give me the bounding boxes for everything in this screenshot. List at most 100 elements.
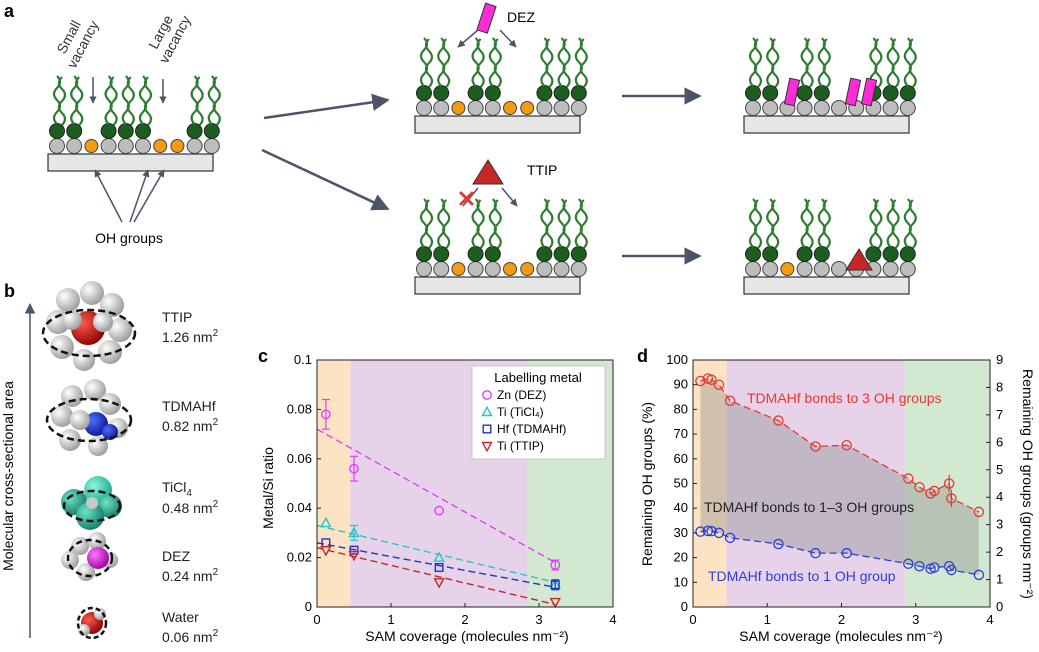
series-1oh-point: [773, 538, 784, 550]
ttip-molecule-icon: [472, 159, 504, 185]
substrate-slab: [743, 276, 910, 295]
si-atom: [762, 261, 779, 277]
y-tick-label: 0.02: [287, 550, 312, 565]
sam-headgroup: [536, 85, 553, 101]
data-point-series-3: [320, 545, 332, 557]
alkyl-chain: [75, 76, 84, 126]
sam-headgroup: [813, 85, 830, 101]
process-arrow-up: [263, 93, 390, 120]
y2-tick-label: 9: [996, 352, 1003, 367]
water-ball-model: [76, 606, 108, 640]
chart-c-legend: Labelling metal Zn (DEZ) Ti (TiCl₄) Hf (TD…: [471, 365, 606, 460]
legend-label-1: Ti (TiCl₄): [497, 405, 544, 419]
region-between-series: [700, 378, 979, 575]
si-atom: [813, 100, 830, 116]
sam-headgroup: [796, 85, 813, 101]
large-vacancy-label: Large vacancy: [145, 12, 194, 66]
molecule-area-ticl4: 0.48 nm2: [162, 499, 219, 516]
chart-d-coverage-zones: [693, 360, 990, 607]
series-1oh-point: [724, 532, 736, 544]
oh-group: [84, 139, 99, 153]
y-tick-label: 0: [681, 599, 688, 614]
dez-label: DEZ: [507, 9, 535, 25]
series-3oh-point: [929, 485, 940, 497]
chart-c-data-points: [320, 398, 561, 609]
sam-headgroup: [433, 246, 450, 262]
dez-arrow-left: [457, 29, 479, 48]
small-vacancy-label: Small vacancy: [53, 18, 102, 71]
substrate-slab: [743, 115, 910, 134]
alkyl-chain: [822, 38, 831, 88]
y-tick-label: 30: [674, 525, 688, 540]
alkyl-chain: [442, 38, 451, 88]
y-tick-label: 0.06: [287, 451, 312, 466]
series-1oh-point: [841, 547, 852, 559]
alkyl-chain: [822, 199, 831, 249]
coverage-zone-orange: [317, 360, 351, 607]
chart-d-y2-axis-label: Remaining OH groups (groups nm⁻²): [1020, 369, 1036, 599]
sam-headgroup: [762, 246, 779, 262]
panel-label-c: c: [258, 346, 268, 366]
oh-arrow-1: [94, 169, 123, 223]
blocked-cross-icon: [459, 191, 474, 206]
alkyl-chain: [126, 76, 135, 126]
chart-c-x-axis-label: SAM coverage (molecules nm⁻²): [365, 628, 568, 644]
oh-group: [503, 262, 517, 276]
si-atom: [831, 100, 847, 116]
coverage-zone-orange: [693, 360, 727, 607]
alkyl-chain: [493, 199, 502, 249]
x-tick-label: 2: [461, 612, 468, 627]
series-1oh-point: [929, 562, 940, 573]
chart-c-metal-si-ratio: 0 1 2 3 4 0 0.02 0.04 0.06 0.08 0.1 Metal/Si ratio…: [260, 352, 617, 644]
alkyl-chain: [212, 76, 221, 126]
sam-substrate-ttip-result: [743, 198, 917, 295]
si-atom: [186, 138, 203, 154]
alkyl-chain: [771, 199, 780, 249]
molecules-panel-b: Molecular cross-sectional area: [0, 281, 219, 645]
panel-label-d: d: [637, 346, 648, 366]
sam-headgroup: [467, 85, 484, 101]
chart-c-legend-title: Labelling metal: [494, 370, 582, 385]
sam-headgroup: [745, 246, 761, 262]
si-atom: [49, 138, 65, 154]
chart-d-series-lines: [695, 373, 985, 581]
sam-headgroup: [570, 85, 587, 101]
sam-headgroup: [203, 123, 220, 139]
oh-group: [503, 101, 517, 115]
alkyl-chain: [57, 76, 67, 126]
si-atom: [536, 261, 553, 277]
oh-groups-label: OH groups: [95, 230, 163, 246]
x-tick-label: 1: [764, 612, 771, 627]
chart-d-y-axis-label: Remaining OH groups (%): [639, 402, 655, 566]
sam-headgroup: [813, 246, 830, 262]
data-point-series-2: [434, 562, 444, 572]
alkyl-chain: [579, 199, 588, 249]
x-tick-label: 0: [313, 612, 320, 627]
series-3oh-point: [713, 379, 725, 390]
y-tick-label: 20: [674, 550, 688, 565]
y-tick-label: 0.04: [287, 500, 312, 515]
y-tick-label: 0.1: [294, 352, 312, 367]
molecule-area-dez: 0.24 nm2: [162, 567, 219, 584]
alkyl-chain: [874, 199, 883, 249]
data-point-series-2: [550, 580, 560, 590]
si-atom: [135, 138, 151, 154]
x-tick-label: 1: [387, 612, 394, 627]
si-atom: [570, 261, 587, 277]
si-atom: [882, 261, 899, 277]
x-tick-label: 4: [986, 612, 993, 627]
sam-headgroup: [186, 123, 203, 139]
alkyl-chain: [545, 199, 554, 249]
area-axis-label: Molecular cross-sectional area: [0, 381, 16, 571]
dez-molecule-icon: [476, 2, 497, 34]
sam-headgroup: [553, 85, 570, 101]
alkyl-chain: [476, 199, 485, 249]
chart-d-series-label-1oh: TDMAHf bonds to 1 OH group: [708, 568, 896, 584]
alkyl-chain: [874, 38, 883, 88]
chart-c-fit-lines: [316, 428, 556, 606]
oh-arrow-2: [129, 169, 150, 223]
alkyl-chain: [109, 76, 118, 126]
data-point-series-3: [549, 597, 561, 609]
sam-headgroup: [865, 246, 882, 262]
